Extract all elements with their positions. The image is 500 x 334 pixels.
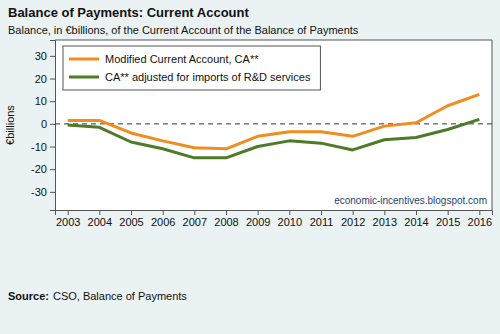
x-tick: 2009 bbox=[246, 210, 270, 228]
x-tick-mark bbox=[416, 210, 417, 215]
x-tick: 2016 bbox=[468, 210, 492, 228]
y-tick-mark bbox=[50, 79, 55, 80]
y-tick: -30 bbox=[31, 186, 55, 198]
x-tick-label: 2013 bbox=[373, 216, 397, 228]
zero-line bbox=[55, 123, 492, 124]
y-tick: 20 bbox=[35, 73, 55, 85]
y-axis: -30 -20 -10 0 10 20 30 bbox=[31, 41, 55, 211]
title: Balance of Payments: Current Account bbox=[8, 5, 249, 20]
y-tick-mark bbox=[50, 56, 55, 57]
x-tick: 2011 bbox=[310, 210, 334, 228]
x-tick-mark bbox=[99, 210, 100, 215]
y-axis-title: €billions bbox=[4, 105, 16, 145]
x-tick-label: 2009 bbox=[246, 216, 270, 228]
y-tick: -20 bbox=[31, 163, 55, 175]
annotation: economic-incentives.blogspot.com bbox=[334, 195, 487, 206]
y-tick-label: 10 bbox=[35, 95, 47, 107]
marks bbox=[55, 94, 492, 157]
y-tick-label: 20 bbox=[35, 73, 47, 85]
x-axis: 2003 2004 2005 2006 2007 2008 2009 2010 2011 2012… bbox=[56, 210, 493, 228]
subtitle: Balance, in €billions, of the Current Ac… bbox=[8, 24, 359, 36]
legend-box bbox=[63, 46, 320, 90]
chart: Balance of Payments: Current Account Bala… bbox=[0, 0, 500, 334]
legend: Modified Current Account, CA** CA** adjus… bbox=[63, 46, 320, 90]
x-tick: 2010 bbox=[278, 210, 302, 228]
x-tick-label: 2008 bbox=[214, 216, 238, 228]
x-tick-label: 2010 bbox=[278, 216, 302, 228]
x-tick: 2008 bbox=[214, 210, 238, 228]
y-tick: 10 bbox=[35, 95, 55, 107]
y-tick: -10 bbox=[31, 141, 55, 153]
x-tick: 2007 bbox=[183, 210, 207, 228]
y-tick-mark bbox=[50, 124, 55, 125]
x-tick-mark bbox=[68, 210, 69, 215]
plot-area bbox=[55, 40, 492, 210]
y-axis-line bbox=[50, 41, 56, 211]
y-tick-label: 30 bbox=[35, 50, 47, 62]
x-tick-mark bbox=[321, 210, 322, 215]
x-tick-mark bbox=[258, 210, 259, 215]
legend-label: Modified Current Account, CA** bbox=[105, 53, 259, 65]
x-tick: 2005 bbox=[119, 210, 143, 228]
legend-swatch bbox=[69, 58, 99, 61]
y-tick-mark bbox=[50, 101, 55, 102]
y-tick-label: 0 bbox=[41, 118, 47, 130]
y-tick: 0 bbox=[41, 118, 55, 130]
legend-swatch bbox=[69, 76, 99, 79]
x-tick: 2003 bbox=[56, 210, 80, 228]
x-tick: 2004 bbox=[88, 210, 112, 228]
x-tick-mark bbox=[384, 210, 385, 215]
legend-label: CA** adjusted for imports of R&D service… bbox=[105, 71, 311, 83]
x-tick-label: 2004 bbox=[88, 216, 112, 228]
plot: -30 -20 -10 0 10 20 30 2003 2004 2005 2006 2007 2008… bbox=[31, 40, 492, 228]
x-tick-label: 2006 bbox=[151, 216, 175, 228]
source: Source: CSO, Balance of Payments bbox=[8, 290, 187, 302]
x-tick-mark bbox=[448, 210, 449, 215]
source-text: CSO, Balance of Payments bbox=[53, 290, 187, 302]
y-tick-label: -20 bbox=[31, 163, 47, 175]
x-tick-label: 2003 bbox=[56, 216, 80, 228]
x-tick: 2006 bbox=[151, 210, 175, 228]
y-tick-label: -30 bbox=[31, 186, 47, 198]
x-tick-mark bbox=[479, 210, 480, 215]
series-line bbox=[68, 119, 480, 158]
x-tick-label: 2012 bbox=[341, 216, 365, 228]
y-tick: 30 bbox=[35, 50, 55, 62]
x-tick-mark bbox=[226, 210, 227, 215]
x-tick-mark bbox=[353, 210, 354, 215]
x-tick-label: 2016 bbox=[468, 216, 492, 228]
y-tick-mark bbox=[50, 169, 55, 170]
x-tick-mark bbox=[194, 210, 195, 215]
y-tick-label: -10 bbox=[31, 141, 47, 153]
x-tick: 2015 bbox=[436, 210, 460, 228]
x-axis-line bbox=[56, 211, 493, 216]
y-tick-mark bbox=[50, 147, 55, 148]
background bbox=[0, 0, 500, 334]
x-tick: 2013 bbox=[373, 210, 397, 228]
x-tick: 2012 bbox=[341, 210, 365, 228]
x-tick-label: 2007 bbox=[183, 216, 207, 228]
x-tick-mark bbox=[289, 210, 290, 215]
x-tick: 2014 bbox=[404, 210, 428, 228]
plot-frame bbox=[55, 40, 492, 210]
x-tick-label: 2014 bbox=[404, 216, 428, 228]
x-tick-label: 2015 bbox=[436, 216, 460, 228]
x-tick-mark bbox=[131, 210, 132, 215]
x-tick-label: 2011 bbox=[310, 216, 334, 228]
source-label: Source: bbox=[8, 290, 49, 302]
y-tick-mark bbox=[50, 192, 55, 193]
x-tick-mark bbox=[163, 210, 164, 215]
x-tick-label: 2005 bbox=[119, 216, 143, 228]
